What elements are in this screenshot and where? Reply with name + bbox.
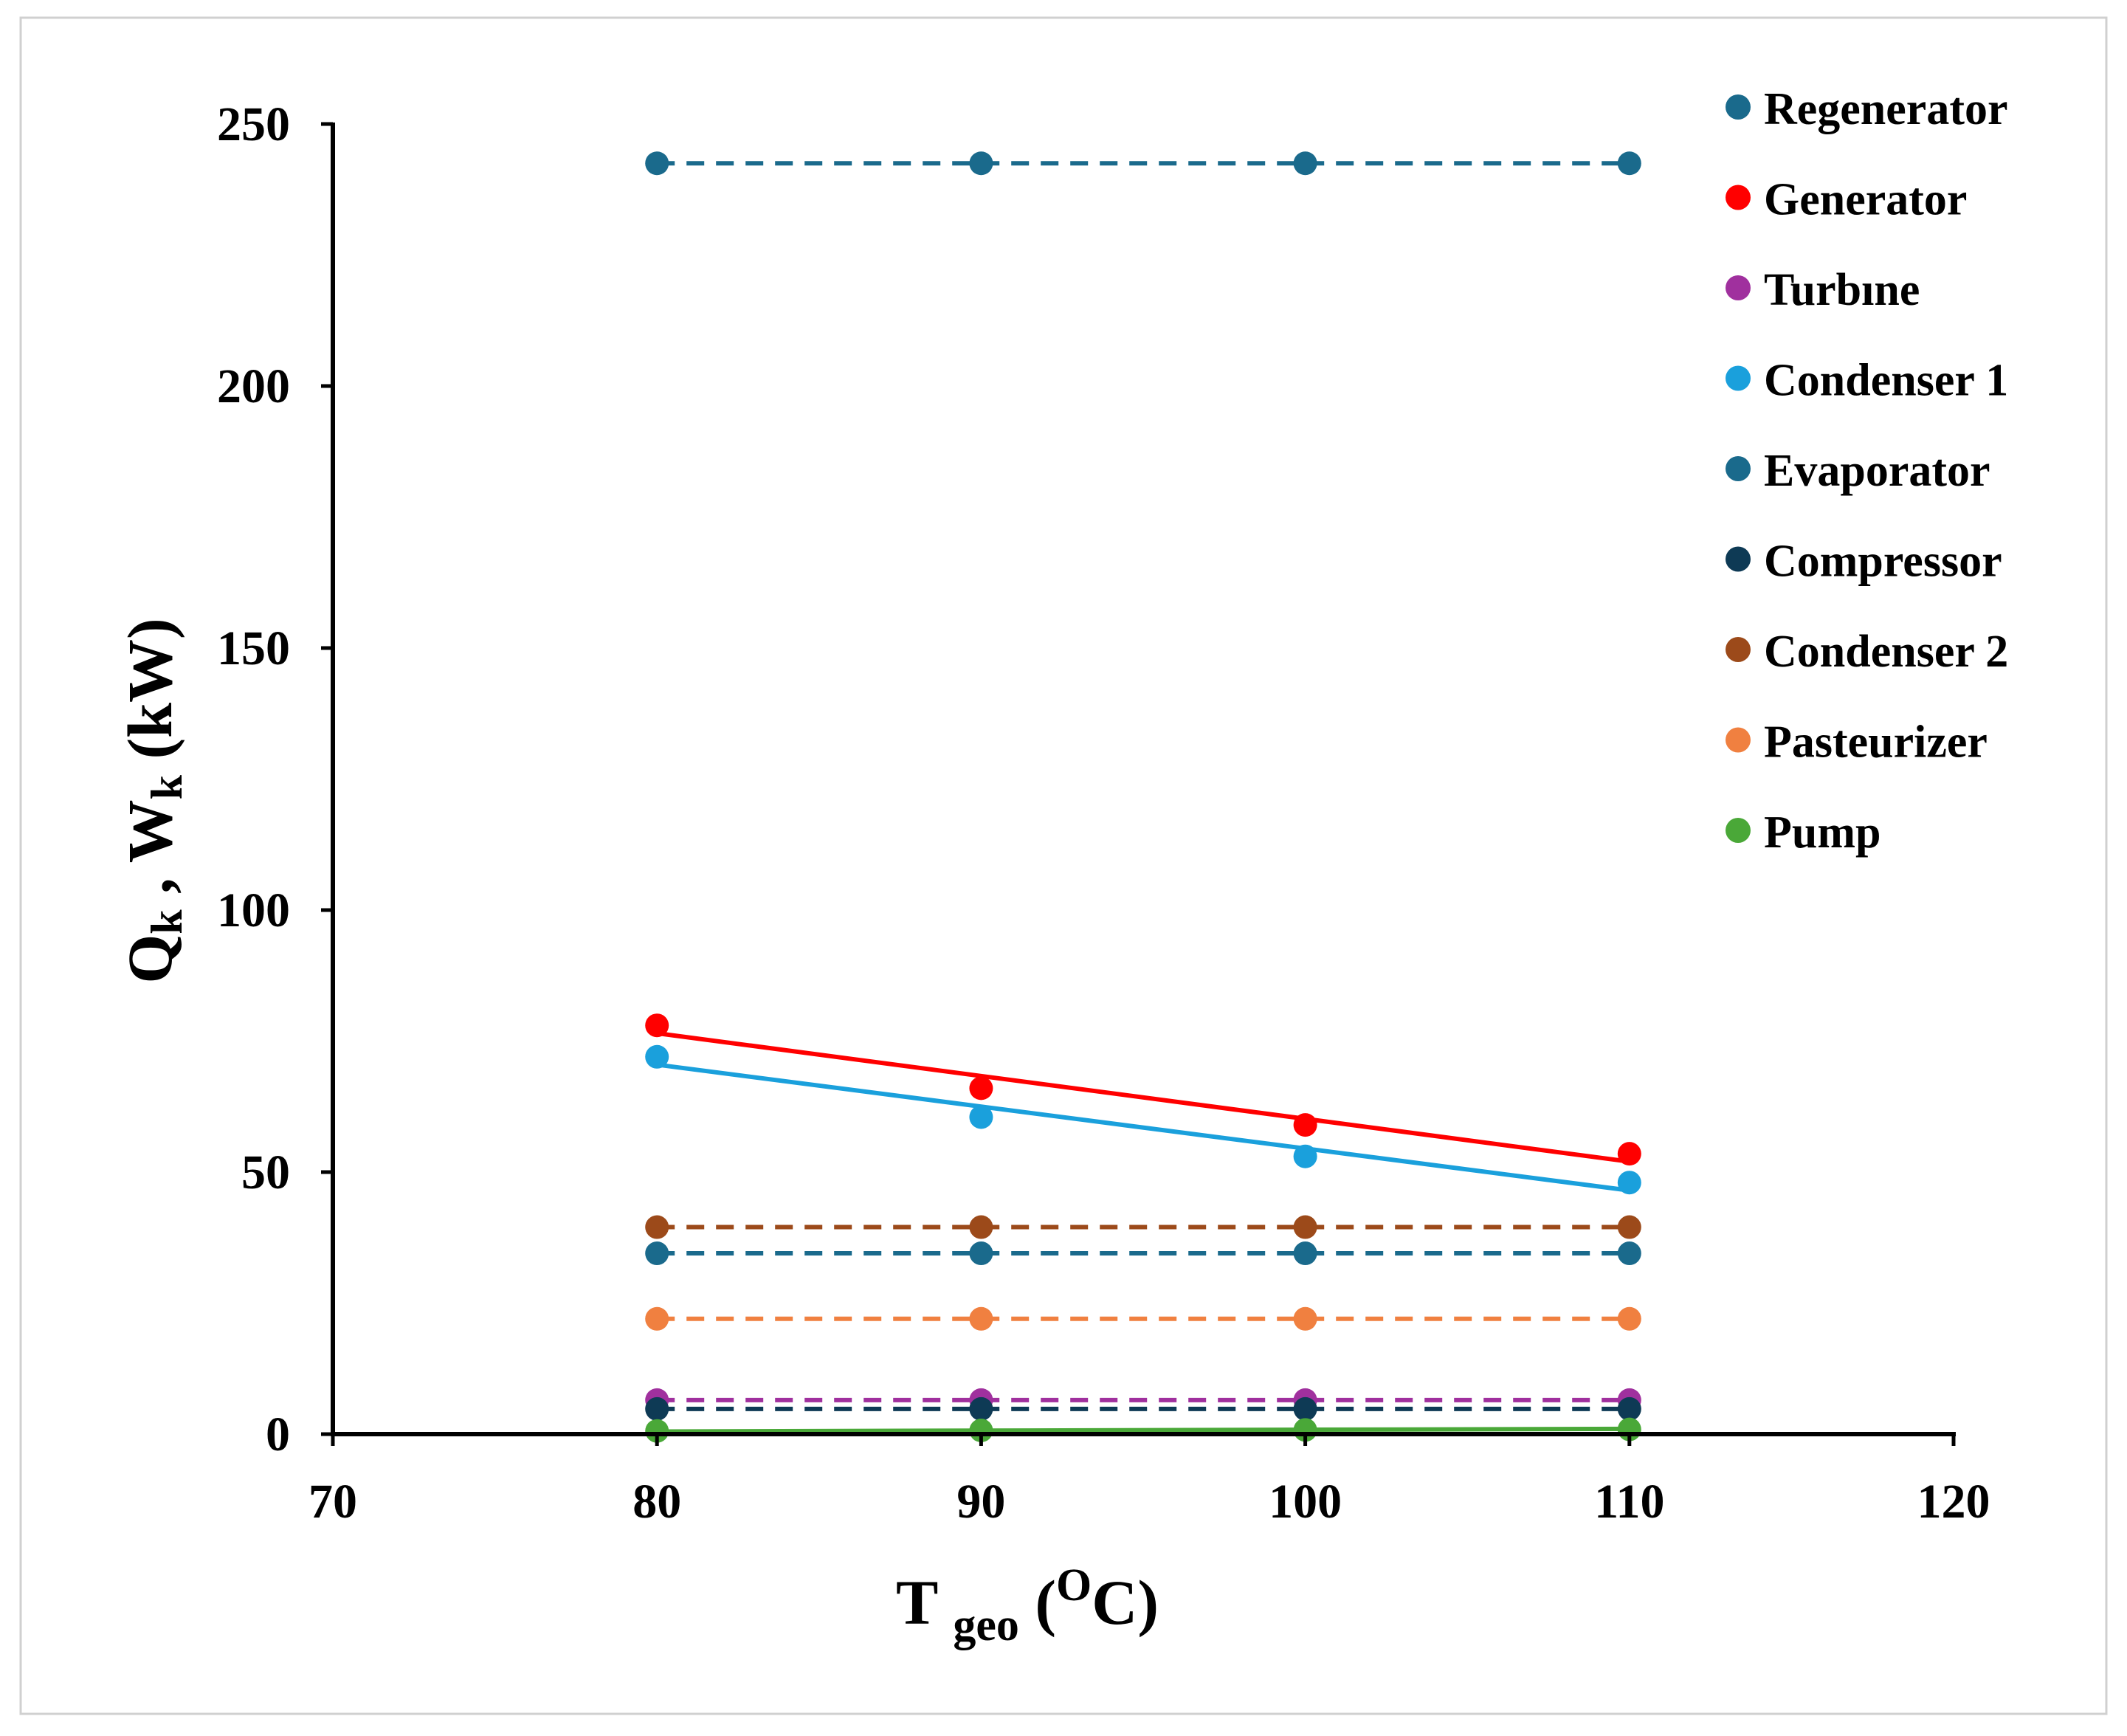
trend-line-condenser-1 bbox=[656, 1062, 1630, 1193]
legend-item-evaporator: Evaporator bbox=[1726, 446, 1990, 496]
x-axis-label: T geo (OC) bbox=[896, 1560, 1159, 1650]
legend-marker bbox=[1726, 456, 1751, 481]
data-point-pasteurizer bbox=[969, 1306, 993, 1331]
legend-label: Pasteurizer bbox=[1764, 717, 1988, 768]
data-point-evaporator bbox=[1617, 1241, 1641, 1266]
series-regenerator bbox=[645, 151, 1641, 176]
legend-marker bbox=[1726, 727, 1751, 753]
data-point-regenerator bbox=[645, 151, 669, 176]
legend-item-regenerator: Regenerator bbox=[1726, 84, 2008, 134]
series-layer bbox=[645, 151, 1641, 1443]
legend-label: Condenser 1 bbox=[1764, 356, 2008, 406]
data-point-evaporator bbox=[645, 1241, 669, 1266]
legend-label: Compressor bbox=[1764, 537, 2002, 587]
legend-label: Generator bbox=[1764, 175, 1967, 225]
y-tick-label: 250 bbox=[217, 97, 290, 151]
legend-label: Turbıne bbox=[1764, 265, 1920, 315]
y-axis-label: Qk , Wk (kW) bbox=[114, 618, 191, 983]
legend-marker bbox=[1726, 185, 1751, 210]
series-compressor bbox=[645, 1396, 1641, 1421]
legend-item-pasteurizer: Pasteurizer bbox=[1726, 717, 1988, 768]
data-point-condenser-2 bbox=[645, 1215, 669, 1239]
data-point-compressor bbox=[1293, 1396, 1317, 1421]
y-tick-label: 100 bbox=[217, 884, 290, 937]
data-point-regenerator bbox=[1617, 151, 1641, 176]
data-point-condenser-1 bbox=[969, 1105, 993, 1129]
data-point-generator bbox=[645, 1013, 669, 1038]
legend-item-turb-ne: Turbıne bbox=[1726, 265, 1920, 315]
data-point-compressor bbox=[1617, 1396, 1641, 1421]
legend-marker bbox=[1726, 94, 1751, 120]
data-point-pasteurizer bbox=[1617, 1306, 1641, 1331]
data-point-condenser-1 bbox=[1617, 1171, 1641, 1195]
data-point-condenser-1 bbox=[645, 1044, 669, 1069]
series-condenser-2 bbox=[645, 1215, 1641, 1239]
trend-line-pump bbox=[657, 1426, 1630, 1434]
data-point-pump bbox=[969, 1419, 993, 1443]
data-point-pasteurizer bbox=[1293, 1306, 1317, 1331]
x-tick-label: 110 bbox=[1594, 1475, 1664, 1529]
data-point-compressor bbox=[645, 1396, 669, 1421]
y-tick-label: 0 bbox=[266, 1408, 290, 1461]
legend-marker bbox=[1726, 637, 1751, 662]
data-point-evaporator bbox=[1293, 1241, 1317, 1266]
series-pasteurizer bbox=[645, 1306, 1641, 1331]
trend-line-generator bbox=[656, 1030, 1630, 1164]
data-point-condenser-2 bbox=[1293, 1215, 1317, 1239]
legend-marker bbox=[1726, 365, 1751, 391]
series-generator bbox=[645, 1013, 1641, 1166]
legend-label: Evaporator bbox=[1764, 446, 1990, 496]
legend-label: Condenser 2 bbox=[1764, 627, 2008, 677]
data-point-regenerator bbox=[969, 151, 993, 176]
x-tick-label: 80 bbox=[632, 1475, 681, 1529]
x-tick-label: 120 bbox=[1917, 1475, 1990, 1529]
legend-item-condenser-2: Condenser 2 bbox=[1726, 627, 2008, 677]
x-tick-label: 70 bbox=[308, 1475, 357, 1529]
series-evaporator bbox=[645, 1241, 1641, 1266]
legend-item-compressor: Compressor bbox=[1726, 537, 2002, 587]
legend: Regenerator Generator Turbıne Condenser 1 Ev… bbox=[1726, 84, 2008, 858]
data-point-generator bbox=[969, 1076, 993, 1100]
data-point-compressor bbox=[969, 1396, 993, 1421]
legend-marker bbox=[1726, 546, 1751, 572]
x-tick-label: 100 bbox=[1269, 1475, 1342, 1529]
y-tick-label: 50 bbox=[241, 1146, 290, 1199]
legend-item-pump: Pump bbox=[1726, 807, 1880, 858]
data-point-evaporator bbox=[969, 1241, 993, 1266]
data-point-generator bbox=[1617, 1142, 1641, 1166]
x-tick-label: 90 bbox=[956, 1475, 1005, 1529]
data-point-condenser-1 bbox=[1293, 1144, 1317, 1168]
data-point-pump bbox=[645, 1419, 669, 1443]
data-point-regenerator bbox=[1293, 151, 1317, 176]
legend-marker bbox=[1726, 818, 1751, 843]
data-point-pasteurizer bbox=[645, 1306, 669, 1331]
y-tick-label: 200 bbox=[217, 359, 290, 413]
data-point-condenser-2 bbox=[1617, 1215, 1641, 1239]
legend-item-generator: Generator bbox=[1726, 175, 1967, 225]
axes-layer bbox=[331, 123, 1956, 1436]
legend-item-condenser-1: Condenser 1 bbox=[1726, 356, 2008, 406]
legend-label: Pump bbox=[1764, 807, 1880, 858]
data-point-condenser-2 bbox=[969, 1215, 993, 1239]
legend-marker bbox=[1726, 275, 1751, 300]
y-tick-label: 150 bbox=[217, 621, 290, 675]
legend-label: Regenerator bbox=[1764, 84, 2008, 134]
series-condenser-1 bbox=[645, 1044, 1641, 1195]
ticks-layer: 0 50 100 150 200 250 70 80 90 100 110 120 bbox=[217, 97, 1990, 1529]
data-point-generator bbox=[1293, 1113, 1317, 1137]
